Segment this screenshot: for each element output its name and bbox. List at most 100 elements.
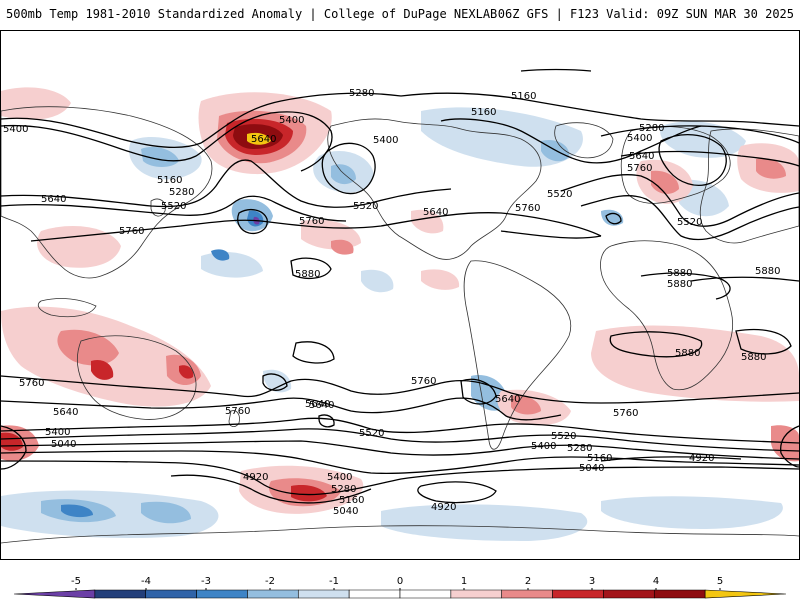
contour-label: 5160 [587, 453, 612, 464]
contour-sh-5640 [1, 397, 562, 421]
contour-mid-atlantic-loop [460, 378, 497, 405]
contour-label: 5280 [169, 187, 194, 198]
contour-label: 5520 [359, 428, 384, 439]
cold-anomaly-area [141, 501, 191, 524]
contour-label-layer: 5280 5160 5160 5400 5400 5400 5280 5400 … [3, 88, 780, 517]
map-title: 500mb Temp 1981-2010 Standardized Anomal… [6, 7, 498, 21]
contour-europe-mid [600, 125, 799, 144]
contour-low-atlantic [605, 212, 622, 225]
cold-anomaly-area [61, 504, 93, 518]
warm-anomaly-area [421, 269, 460, 290]
contour-label: 5520 [547, 189, 572, 200]
contour-sh-5880-c [292, 341, 335, 364]
contour-sh-5520 [1, 417, 799, 444]
contour-pacific-loop [262, 373, 288, 391]
greenland-coast [554, 122, 614, 159]
contour-5760 [30, 212, 602, 242]
contour-label: 5880 [675, 348, 700, 359]
cold-anomaly-area [331, 164, 356, 185]
contour-label: 5880 [667, 279, 692, 290]
contour-label: 5760 [627, 163, 652, 174]
colorbar-strip [13, 588, 787, 599]
map-panel: 5280 5160 5160 5400 5400 5400 5280 5400 … [0, 30, 800, 560]
contour-sh-5880 [609, 331, 703, 358]
colorbar-tick-label: 4 [652, 576, 660, 587]
contour-label: 5400 [373, 135, 398, 146]
contour-sh-4920-c [600, 456, 742, 462]
contour-arctic-bar [520, 68, 592, 72]
contour-label: 5040 [333, 506, 358, 517]
contour-eurasia-low [620, 150, 799, 167]
contour-label: 5280 [331, 484, 356, 495]
contour-europe-trough [560, 174, 799, 227]
contour-subtropical-east [500, 230, 602, 239]
contour-sh-4920 [170, 474, 372, 504]
contour-label: 5640 [305, 399, 330, 410]
colorbar-tick-label: 5 [716, 576, 724, 587]
warm-anomaly-area [756, 158, 786, 179]
contour-right-edge-low [780, 425, 799, 468]
contour-low-pacific [321, 142, 376, 195]
contour-label: 5640 [629, 151, 654, 162]
contour-label: 5280 [639, 123, 664, 134]
colorbar-segment [653, 589, 706, 599]
warm-anomaly-area [179, 365, 194, 379]
colorbar-segment [603, 589, 655, 599]
cold-anomaly-area [211, 249, 230, 261]
contour-sh-5400 [1, 428, 799, 452]
contour-sh-5280 [1, 440, 799, 460]
contour-upper-arc [400, 92, 799, 127]
warm-anomaly-area [591, 325, 799, 402]
contour-label: 5520 [161, 201, 186, 212]
contour-sh-5160 [1, 450, 799, 475]
asia-coast [1, 106, 213, 279]
europe-coast [620, 126, 731, 204]
contour-label: 5040 [51, 439, 76, 450]
warm-anomaly-area [37, 226, 121, 268]
contour-left-edge-low [1, 425, 27, 470]
contour-label: 5400 [627, 133, 652, 144]
contour-label: 5640 [41, 194, 66, 205]
contour-label: 5880 [295, 269, 320, 280]
contour-label: 5880 [667, 268, 692, 279]
contour-label: 5880 [755, 266, 780, 277]
contour-label: 5640 [251, 134, 276, 145]
contour-label: 5640 [423, 207, 448, 218]
cold-anomaly-area [141, 146, 179, 167]
warm-anomaly-area [1, 87, 71, 120]
header: 500mb Temp 1981-2010 Standardized Anomal… [0, 0, 800, 30]
africa-coast [600, 240, 733, 391]
colorbar-segment [704, 589, 787, 599]
contour-5400 [1, 111, 333, 172]
colorbar-tick-label: -4 [141, 576, 151, 587]
colorbar-tick-label: -3 [201, 576, 211, 587]
colorbar-segment [552, 589, 604, 599]
contour-trough-deep [580, 195, 799, 241]
colorbar-segment [348, 589, 401, 599]
contour-sh-5040 [1, 460, 799, 496]
warm-anomaly-area [771, 425, 799, 462]
colorbar-segment [399, 589, 452, 599]
warm-anomaly-area [57, 329, 119, 366]
contour-label: 5520 [353, 201, 378, 212]
cold-anomaly-area [361, 269, 394, 293]
contour-label: 5760 [613, 408, 638, 419]
colorbar-tick-label: -1 [329, 576, 339, 587]
contour-europe [658, 134, 727, 186]
cold-anomaly-area [263, 369, 292, 393]
colorbar-segment [297, 589, 350, 599]
warm-anomaly-area [91, 359, 114, 380]
model-run-info: 06Z GFS | F123 Valid: 09Z SUN MAR 30 202… [497, 7, 794, 21]
height-contours [1, 68, 799, 504]
contour-sh-4920-b [417, 481, 497, 504]
contour-label: 5520 [551, 431, 576, 442]
warm-anomaly-area [291, 485, 327, 502]
contour-label: 4920 [689, 453, 714, 464]
warm-anomaly-area [411, 209, 444, 234]
contour-label: 5760 [225, 406, 250, 417]
contour-label: 5400 [279, 115, 304, 126]
contour-label: 5640 [309, 400, 334, 411]
colorbar-tick-label: 1 [460, 576, 468, 587]
colorbar-legend: -5 -4 -3 -2 -1 0 1 2 3 4 5 [0, 576, 800, 600]
warm-anomaly-area [247, 132, 271, 145]
